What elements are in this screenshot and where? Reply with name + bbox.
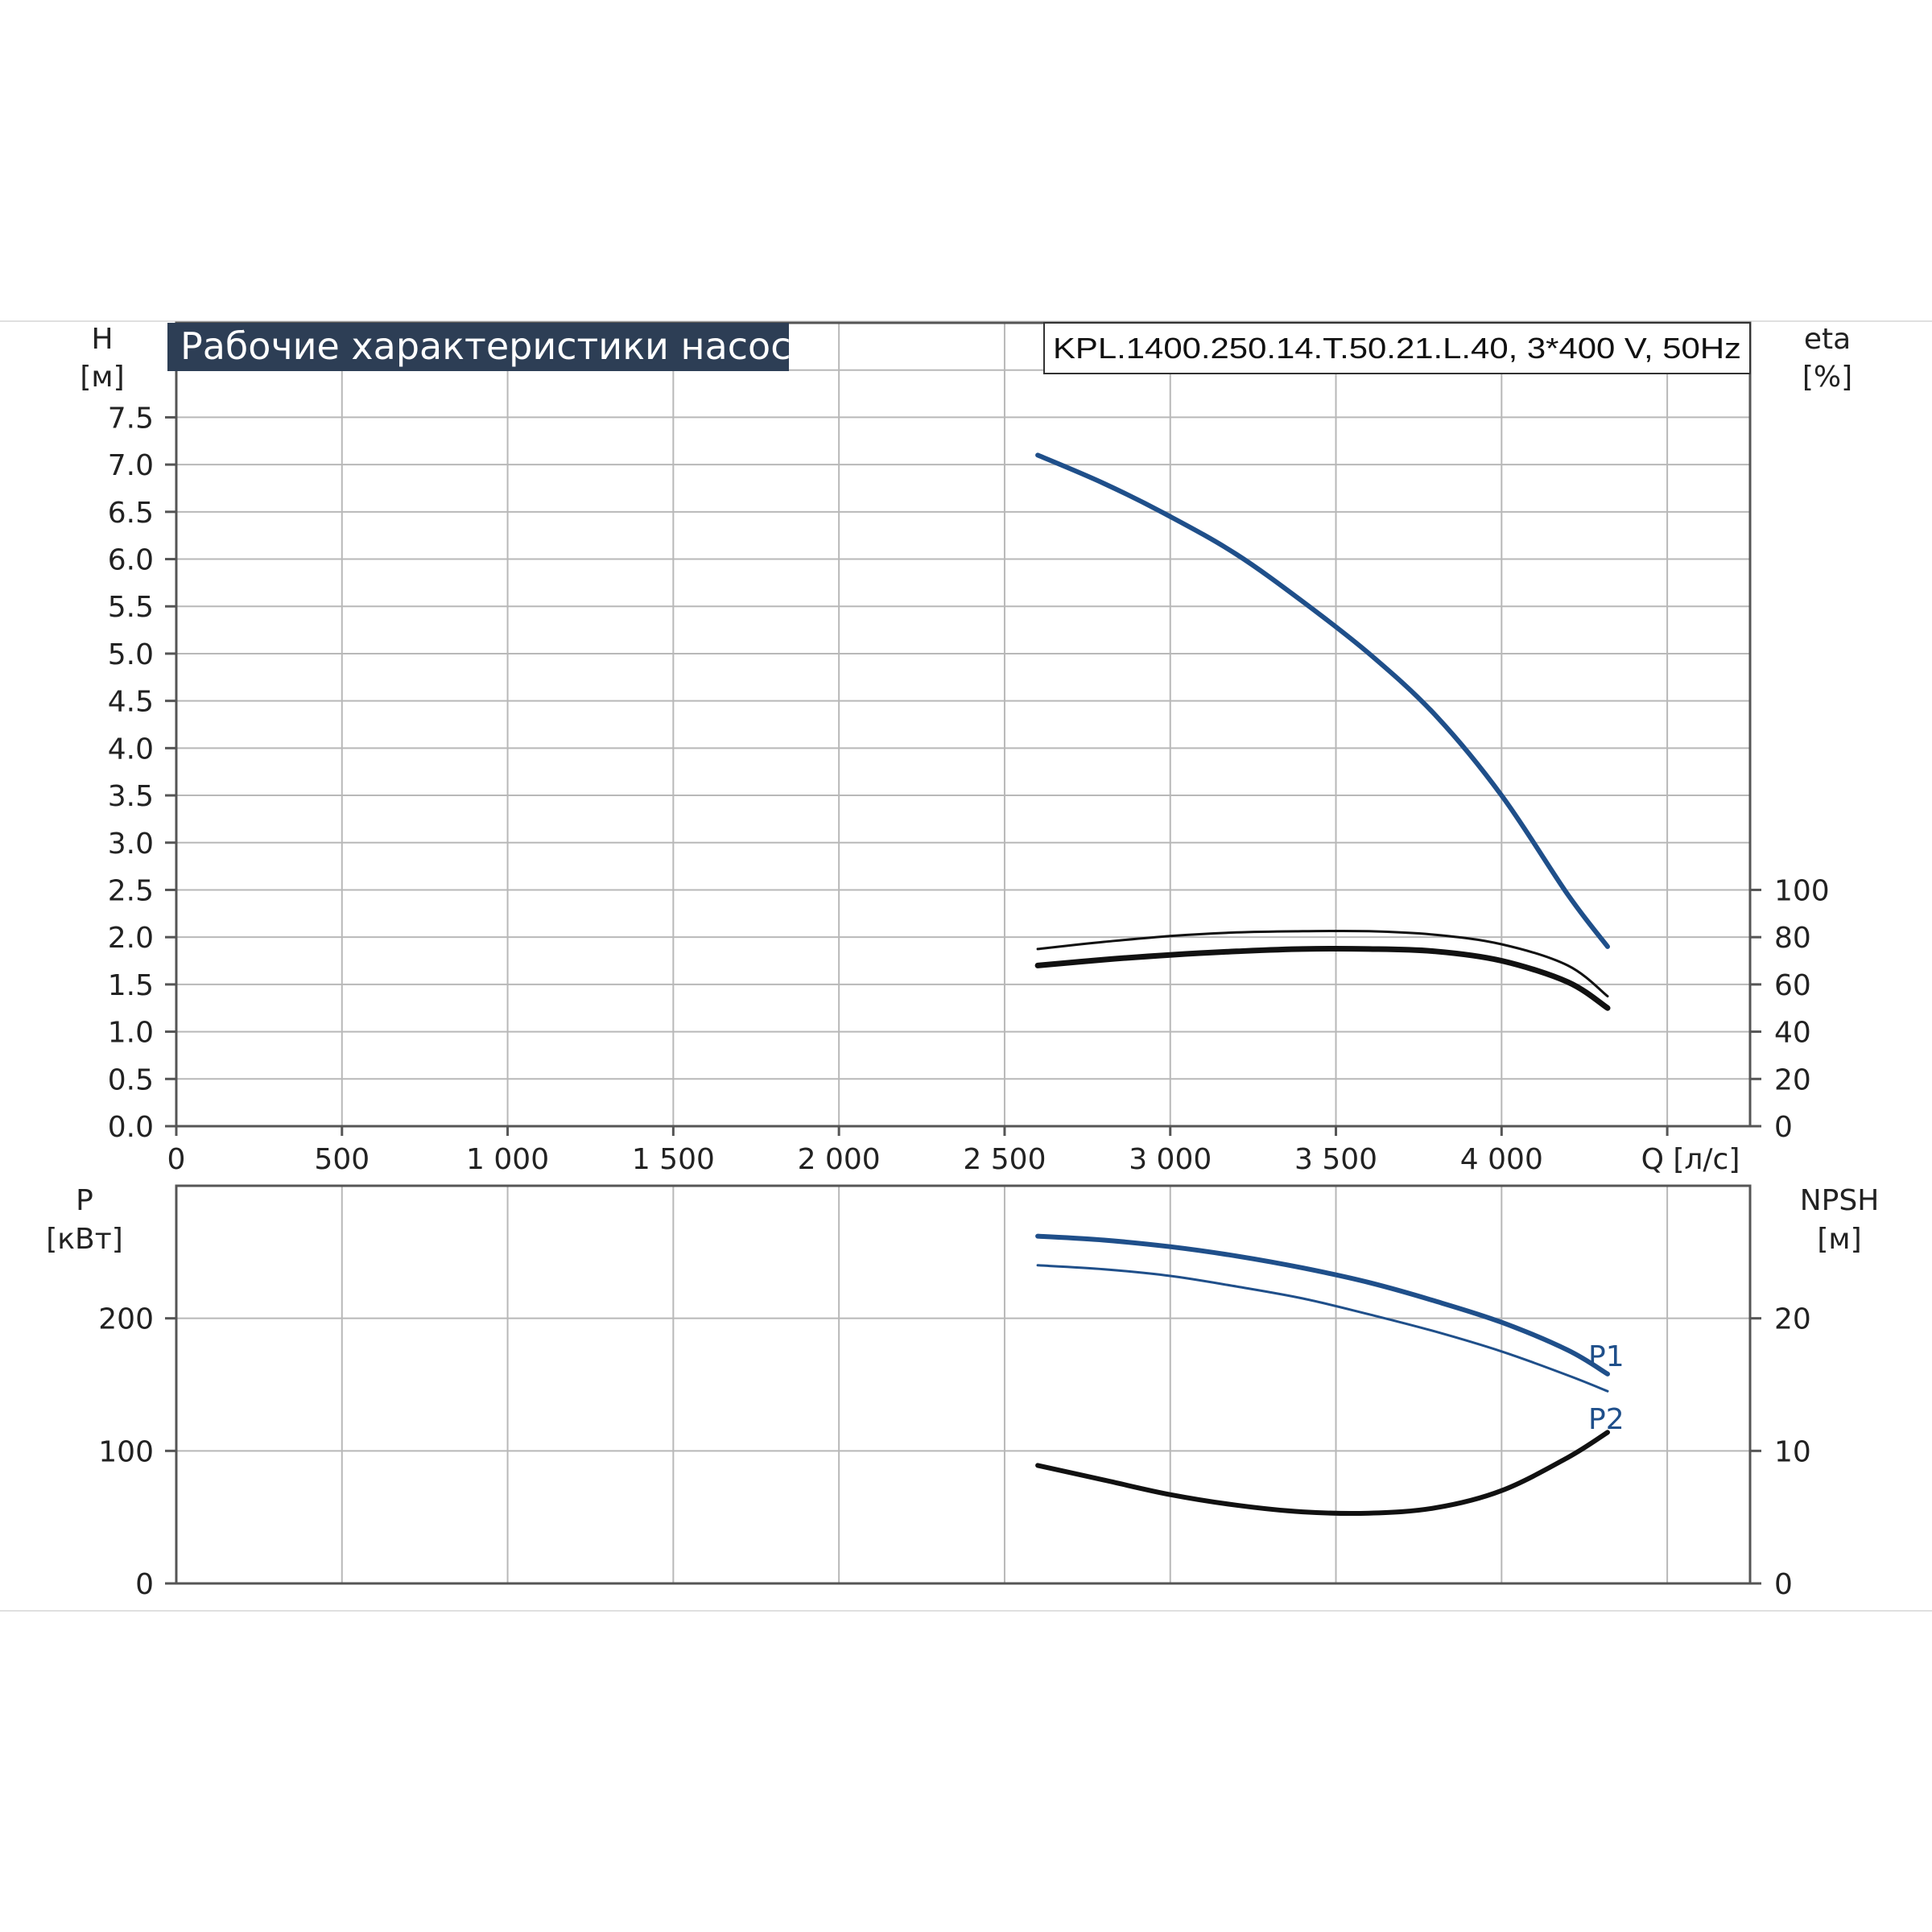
y2-tick-label: 0 — [1774, 1111, 1793, 1144]
lower-plot-frame — [175, 1184, 1752, 1585]
p-tick-label: 200 — [98, 1303, 154, 1336]
y-tick-label: 4.0 — [108, 733, 154, 766]
y2-axis-unit: [%] — [1802, 361, 1852, 394]
npsh-axis-unit: [м] — [1817, 1223, 1861, 1256]
series-line-P1 — [1035, 1233, 1610, 1377]
npsh-axis-name: NPSH — [1800, 1184, 1880, 1217]
model-background — [1043, 322, 1751, 374]
p-axis-name: P — [76, 1184, 93, 1217]
title-background — [167, 323, 789, 371]
y2-tick-label: 20 — [1774, 1063, 1811, 1096]
x-tick-label: 1 000 — [466, 1143, 549, 1176]
upper-plot-frame — [175, 321, 1752, 1128]
series-line-eta-total — [1034, 946, 1611, 1011]
y-tick-label: 3.0 — [108, 828, 154, 861]
series-line-head — [1035, 452, 1610, 949]
lower-series — [1035, 1233, 1610, 1517]
upper-series — [1034, 452, 1611, 1011]
y-axis-name: H — [91, 323, 113, 356]
y-tick-label: 2.5 — [108, 874, 154, 907]
y-tick-label: 5.0 — [108, 638, 154, 671]
x-tick-label: 3 000 — [1129, 1143, 1212, 1176]
x-tick-label: 1 500 — [632, 1143, 715, 1176]
upper-grid — [176, 322, 1750, 1126]
x-tick-label: 500 — [314, 1143, 369, 1176]
x-tick-label: 2 500 — [963, 1143, 1046, 1176]
series-line-P2 — [1036, 1264, 1609, 1393]
y-tick-label: 4.5 — [108, 686, 154, 719]
p-axis-unit: [кВт] — [46, 1223, 123, 1256]
y-axis-unit: [м] — [80, 361, 124, 394]
y-tick-label: 5.5 — [108, 591, 154, 624]
y2-tick-label: 60 — [1774, 969, 1811, 1002]
y-tick-label: 6.5 — [108, 497, 154, 530]
series-label-p1: P1 — [1588, 1340, 1624, 1373]
y-tick-label: 3.5 — [108, 780, 154, 813]
y-tick-label: 0.5 — [108, 1063, 154, 1096]
lower-grid — [176, 1186, 1750, 1583]
lower-ticks: 0 100 200 0 10 20 — [98, 1303, 1811, 1601]
y-tick-label: 2.0 — [108, 922, 154, 955]
upper-ticks: 0 500 1 000 1 500 2 000 2 500 3 000 3 500 4 000 0… — [108, 402, 1830, 1176]
title-box: Рабочие характеристики насоса — [167, 323, 814, 371]
y-tick-label: 0.0 — [108, 1111, 154, 1144]
x-axis-label: Q [л/с] — [1641, 1143, 1740, 1176]
y-tick-label: 1.0 — [108, 1017, 154, 1050]
npsh-tick-label: 20 — [1774, 1303, 1811, 1336]
p-tick-label: 0 — [135, 1568, 154, 1601]
x-tick-label: 2 000 — [798, 1143, 881, 1176]
npsh-tick-label: 0 — [1774, 1568, 1793, 1601]
x-tick-label: 0 — [167, 1143, 186, 1176]
p-tick-label: 100 — [98, 1435, 154, 1468]
y2-tick-label: 100 — [1774, 874, 1830, 907]
y-tick-label: 6.0 — [108, 544, 154, 577]
chart-title: Рабочие характеристики насоса — [180, 324, 814, 368]
y2-tick-label: 40 — [1774, 1017, 1811, 1050]
x-tick-label: 4 000 — [1460, 1143, 1543, 1176]
series-label-p2: P2 — [1588, 1403, 1624, 1436]
npsh-tick-label: 10 — [1774, 1435, 1811, 1468]
y2-tick-label: 80 — [1774, 922, 1811, 955]
y-tick-label: 7.5 — [108, 402, 154, 435]
series-line-eta-pump — [1036, 929, 1609, 998]
y-tick-label: 7.0 — [108, 449, 154, 482]
y2-axis-name: eta — [1804, 323, 1851, 356]
series-line-npsh — [1035, 1430, 1610, 1517]
model-box: KPL.1400.250.14.T.50.21.L.40, 3*400 V, 5… — [1043, 322, 1751, 374]
x-tick-label: 3 500 — [1294, 1143, 1377, 1176]
model-label: KPL.1400.250.14.T.50.21.L.40, 3*400 V, 5… — [1053, 332, 1741, 365]
y-tick-label: 1.5 — [108, 969, 154, 1002]
